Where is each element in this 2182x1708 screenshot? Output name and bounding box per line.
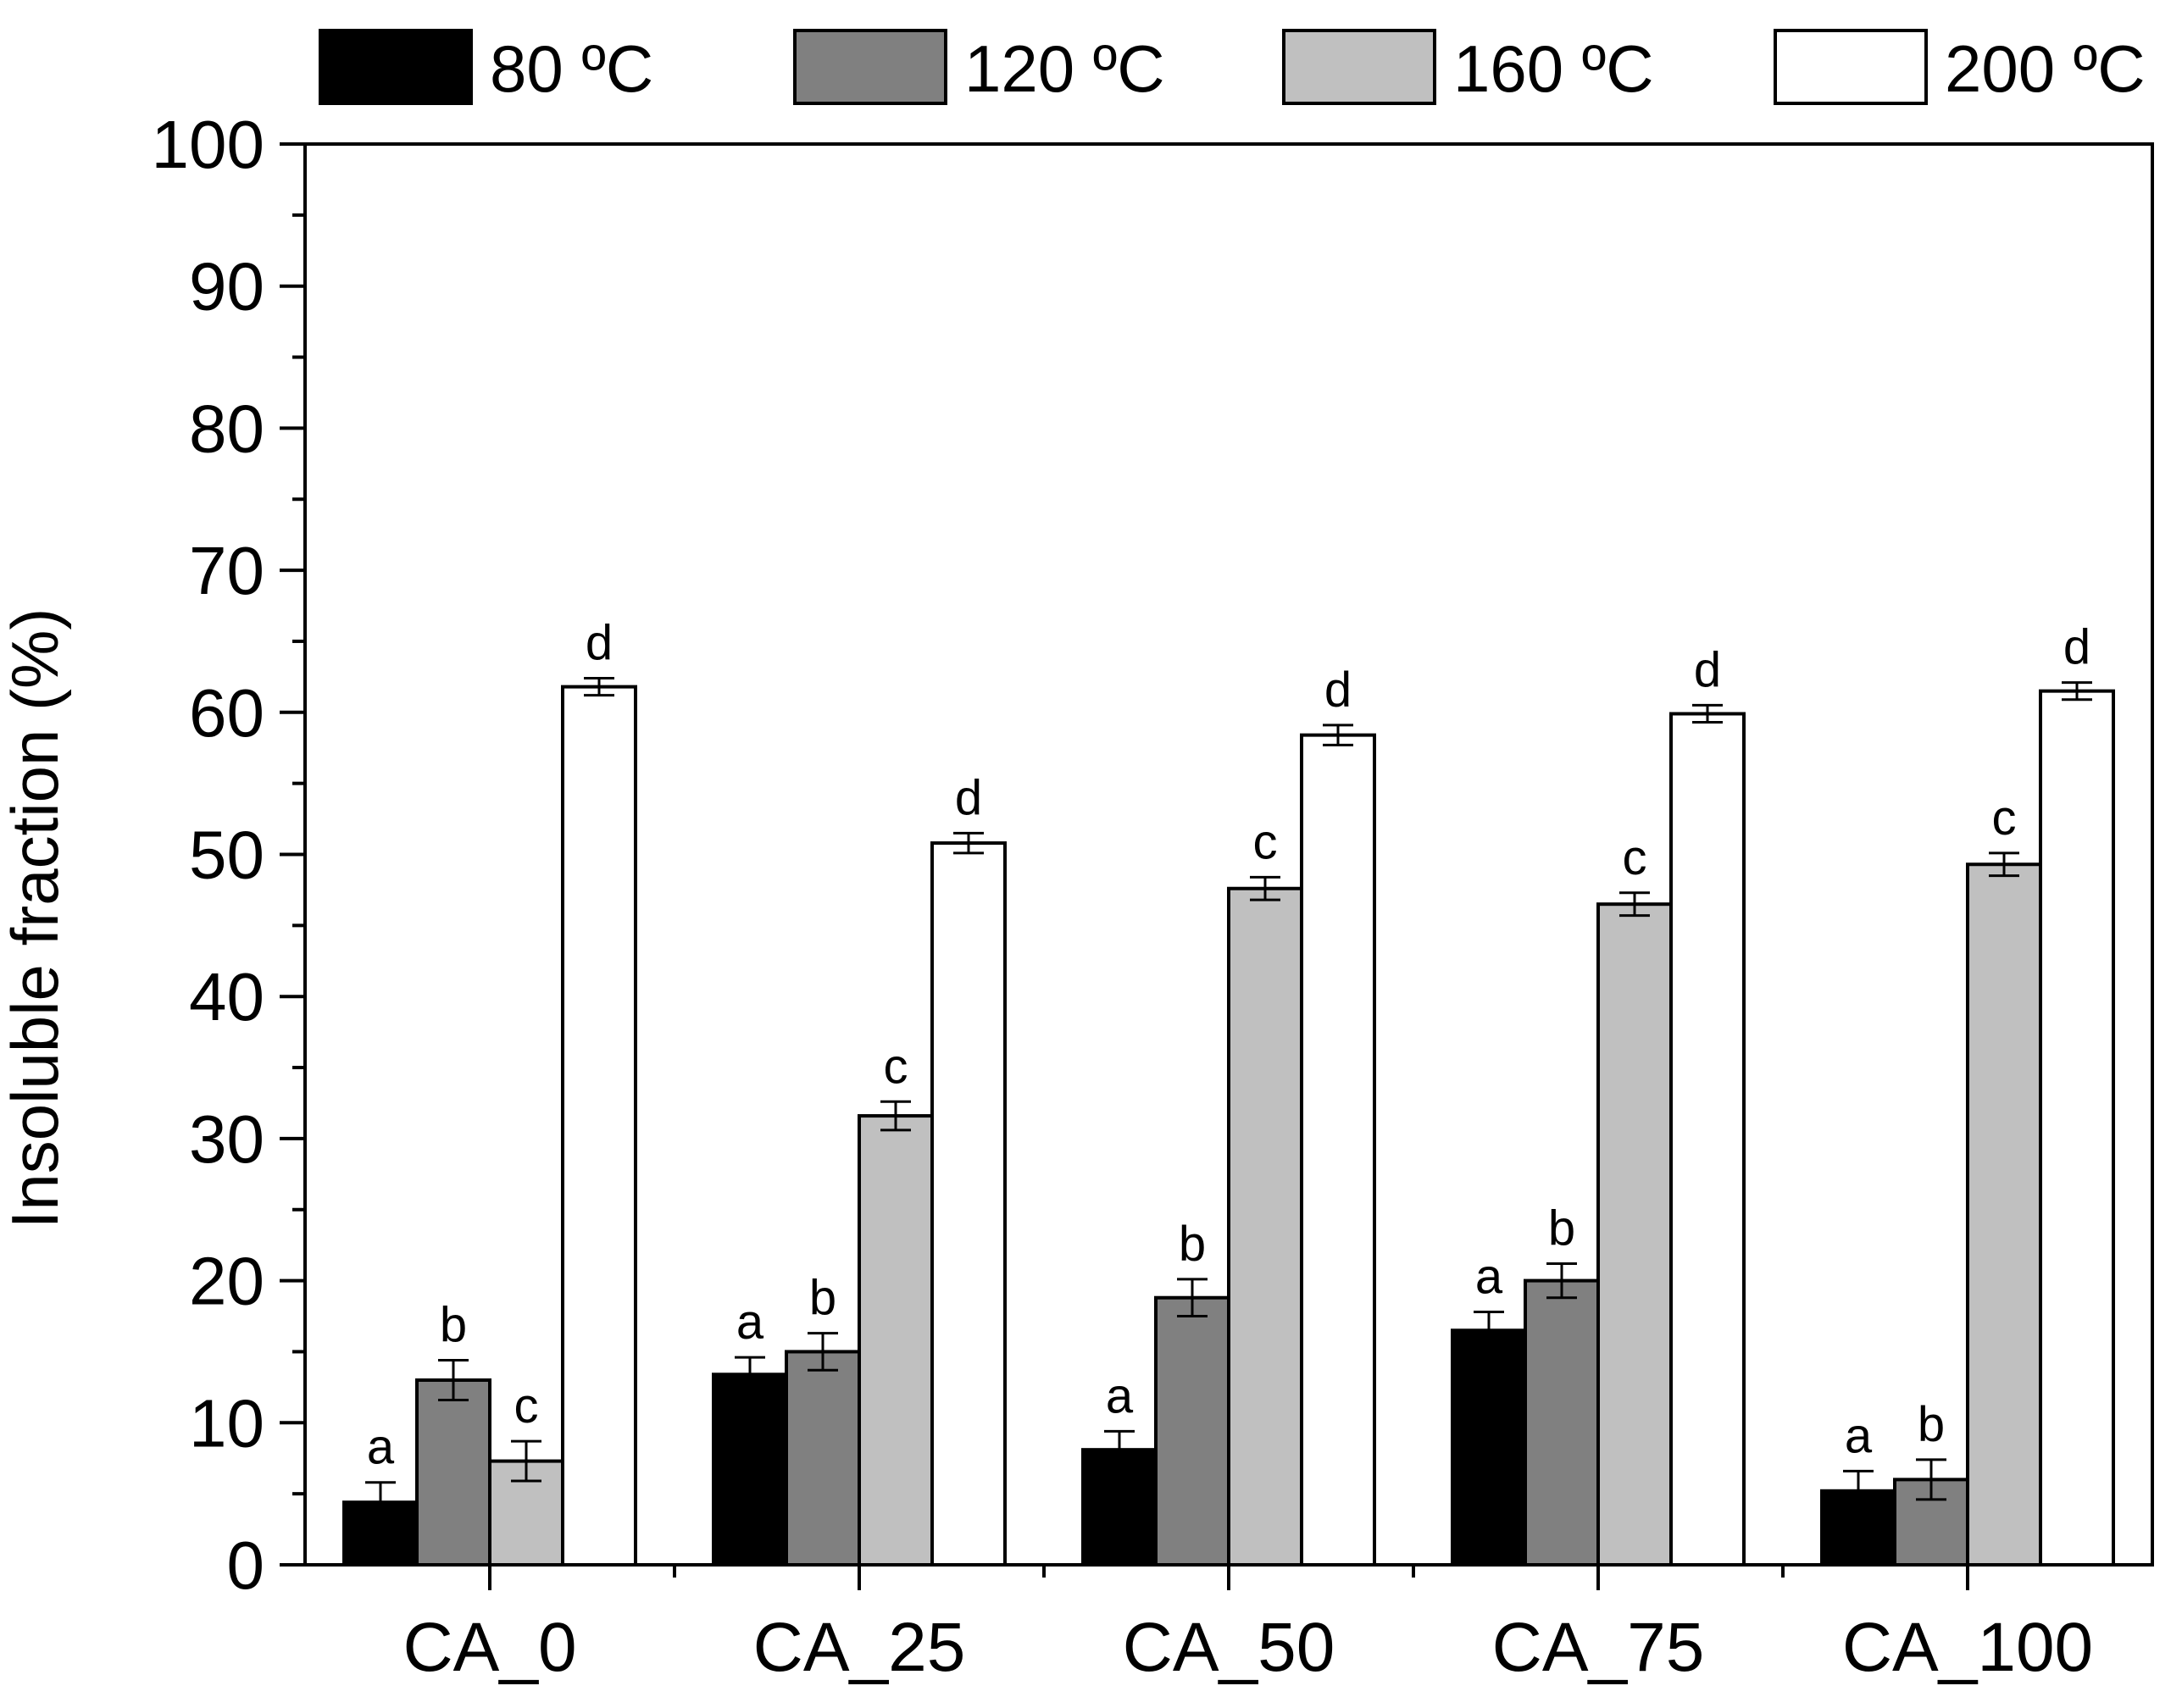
significance-label: c (1253, 814, 1278, 869)
significance-label: a (1845, 1408, 1873, 1463)
bar (1227, 886, 1303, 1567)
y-tick-label: 0 (227, 1528, 265, 1603)
bar (930, 841, 1007, 1567)
legend-swatch (1282, 29, 1436, 105)
significance-label: b (1918, 1397, 1945, 1452)
bars (342, 685, 2115, 1567)
legend-label: 80 ºC (490, 31, 653, 106)
significance-label: d (1694, 642, 1721, 697)
y-tick-label: 80 (189, 391, 264, 466)
bar (561, 685, 637, 1567)
bar (1669, 712, 1746, 1567)
bar (785, 1350, 861, 1567)
y-tick-label: 20 (189, 1244, 264, 1319)
significance-label: d (586, 616, 613, 671)
significance-label: c (884, 1039, 908, 1094)
bar (1524, 1278, 1600, 1567)
legend-label: 200 ºC (1945, 31, 2146, 106)
significance-label: a (1475, 1249, 1503, 1304)
bar (1596, 902, 1673, 1567)
significance-label: d (2063, 620, 2090, 675)
legend-label: 160 ºC (1453, 31, 1654, 106)
y-tick-label: 40 (189, 959, 264, 1034)
y-tick-label: 60 (189, 675, 264, 751)
x-tick-label: CA_100 (1842, 1609, 2093, 1686)
bar (858, 1114, 934, 1567)
significance-label: b (1548, 1201, 1575, 1256)
bar (2039, 689, 2115, 1567)
legend-swatch (793, 29, 947, 105)
bar (1451, 1328, 1527, 1567)
y-tick-label: 50 (189, 818, 264, 893)
x-tick-label: CA_0 (403, 1609, 576, 1686)
y-tick-label: 30 (189, 1101, 264, 1177)
significance-label: d (955, 770, 982, 825)
significance-label: b (809, 1271, 836, 1326)
y-tick-label: 90 (189, 249, 264, 324)
y-tick-label: 70 (189, 533, 264, 608)
bar (1966, 862, 2042, 1567)
significance-label: a (367, 1420, 395, 1475)
x-tick-label: CA_75 (1492, 1609, 1705, 1686)
bar (1300, 733, 1376, 1567)
significance-label: a (1106, 1368, 1134, 1423)
significance-label: b (1179, 1217, 1206, 1272)
significance-label: a (736, 1295, 764, 1350)
significance-label: c (1992, 790, 2017, 846)
legend: 80 ºC 120 ºC 160 ºC 200 ºC (319, 29, 2146, 106)
significance-label: b (440, 1298, 467, 1353)
significance-label: d (1324, 663, 1352, 718)
bar (712, 1372, 788, 1567)
legend-label: 120 ºC (964, 31, 1165, 106)
y-axis-label: Insoluble fraction (%) (0, 608, 72, 1229)
significance-label: c (1623, 830, 1647, 885)
legend-swatch (319, 29, 473, 105)
y-tick-label: 10 (189, 1385, 264, 1461)
legend-swatch (1774, 29, 1928, 105)
y-tick-label: 100 (152, 107, 264, 182)
bar (1154, 1295, 1230, 1567)
significance-label: c (514, 1378, 539, 1434)
x-tick-label: CA_50 (1123, 1609, 1335, 1686)
y-axis: 0 10 20 30 40 50 60 70 80 90 100 (152, 107, 305, 1603)
x-axis: CA_0 CA_25 CA_50 CA_75 CA_100 (403, 1565, 2093, 1686)
x-tick-label: CA_25 (753, 1609, 966, 1686)
error-bars (365, 677, 2092, 1524)
bar (415, 1378, 491, 1567)
